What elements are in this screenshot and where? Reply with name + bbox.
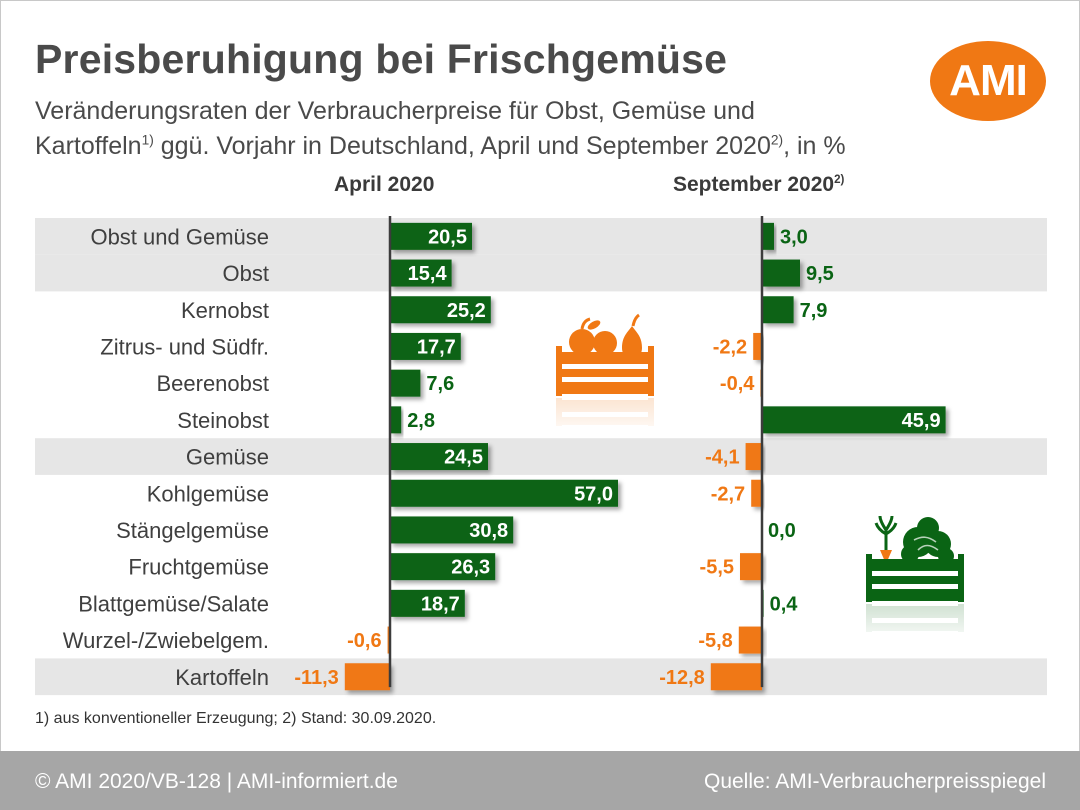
value-label-april: 57,0 xyxy=(574,483,613,505)
bar-april xyxy=(390,479,618,507)
category-label: Obst und Gemüse xyxy=(90,224,269,249)
value-label-september: -5,8 xyxy=(698,630,732,652)
footnote: 1) aus konventioneller Erzeugung; 2) Sta… xyxy=(35,710,437,727)
bar-september xyxy=(762,406,946,434)
bar-april xyxy=(390,259,452,287)
category-label: Kohlgemüse xyxy=(147,481,269,506)
value-label-april: 15,4 xyxy=(408,263,448,285)
category-label: Steinobst xyxy=(177,408,269,433)
value-label-september: 0,0 xyxy=(768,520,796,542)
category-label: Kartoffeln xyxy=(175,665,269,690)
bar-april xyxy=(390,589,465,617)
copyright-text: © AMI 2020/VB-128 | AMI-informiert.de xyxy=(35,770,398,793)
bar-september xyxy=(745,443,762,471)
value-label-september: 0,4 xyxy=(770,593,799,615)
bar-september xyxy=(740,553,762,581)
subtitle-line-2a: Kartoffeln xyxy=(35,132,142,160)
category-label: Stängelgemüse xyxy=(116,518,269,543)
value-label-september: -2,7 xyxy=(711,483,745,505)
april-column-header: April 2020 xyxy=(334,173,434,197)
value-label-april: 20,5 xyxy=(428,226,467,248)
bar-september xyxy=(762,259,800,287)
category-label: Kernobst xyxy=(181,298,269,323)
value-label-september: 45,9 xyxy=(902,410,941,432)
bar-april xyxy=(344,663,390,691)
value-label-april: -0,6 xyxy=(347,630,381,652)
subtitle-sup-1: 1) xyxy=(141,132,154,148)
vegetable-crate-icon xyxy=(864,515,966,644)
chart-subtitle: Veränderungsraten der Verbraucherpreise … xyxy=(35,94,955,164)
bar-april xyxy=(390,369,421,397)
bar-september xyxy=(762,296,794,324)
fruit-crate-icon xyxy=(554,313,656,438)
value-label-april: 25,2 xyxy=(447,300,486,322)
bar-april xyxy=(390,222,472,250)
value-label-april: 26,3 xyxy=(451,557,490,579)
bar-september xyxy=(751,479,762,507)
value-label-september: -5,5 xyxy=(700,557,734,579)
value-label-september: -2,2 xyxy=(713,336,747,358)
value-label-april: 18,7 xyxy=(421,593,460,615)
category-label: Obst xyxy=(223,261,269,286)
subtitle-line-2b: ggü. Vorjahr in Deutschland, April und S… xyxy=(153,132,771,160)
value-label-september: -4,1 xyxy=(705,447,739,469)
row-shade xyxy=(35,254,1047,292)
ami-logo: AMI xyxy=(930,41,1046,121)
row-shade xyxy=(35,658,1047,696)
september-column-header: September 20202) xyxy=(673,173,844,197)
bar-chart: Obst und Gemüse Obst Kernobst Zitrus- und S… xyxy=(35,216,1047,696)
value-label-april: 7,6 xyxy=(426,373,454,395)
chart-title: Preisberuhigung bei Frischgemüse xyxy=(35,36,728,82)
value-label-april: 2,8 xyxy=(407,410,435,432)
september-column-sup: 2) xyxy=(834,174,845,186)
source-text: Quelle: AMI-Verbraucherpreisspiegel xyxy=(703,770,1046,793)
value-label-april: 24,5 xyxy=(444,447,483,469)
bar-september xyxy=(762,222,774,250)
row-shade xyxy=(35,218,1047,255)
bar-september xyxy=(753,332,762,360)
category-label: Fruchtgemüse xyxy=(128,555,269,580)
value-label-september: -12,8 xyxy=(659,667,705,689)
value-label-september: 3,0 xyxy=(780,226,808,248)
value-label-september: -0,4 xyxy=(720,373,755,395)
bar-april xyxy=(390,332,461,360)
category-label: Beerenobst xyxy=(156,371,269,396)
subtitle-sup-2: 2) xyxy=(770,132,784,148)
category-label: Zitrus- und Südfr. xyxy=(100,334,269,359)
september-column-label: September 2020 xyxy=(673,173,835,196)
row-shade xyxy=(35,438,1047,475)
value-label-september: 9,5 xyxy=(806,263,834,285)
category-label: Blattgemüse/Salate xyxy=(78,591,269,616)
bar-april xyxy=(390,516,514,544)
april-column-label: April 2020 xyxy=(334,173,435,196)
category-label: Gemüse xyxy=(186,445,269,470)
value-label-april: -11,3 xyxy=(294,667,338,689)
bar-september xyxy=(738,626,762,654)
category-label: Wurzel-/Zwiebelgem. xyxy=(63,628,269,653)
bar-april xyxy=(390,406,402,434)
bar-april xyxy=(390,443,488,471)
bar-september xyxy=(710,663,762,691)
value-label-september: 7,9 xyxy=(800,300,828,322)
value-label-april: 30,8 xyxy=(469,520,508,542)
bar-april xyxy=(390,553,496,581)
subtitle-line-1: Veränderungsraten der Verbraucherpreise … xyxy=(35,97,755,125)
value-label-april: 17,7 xyxy=(417,336,456,358)
footer-bar: © AMI 2020/VB-128 | AMI-informiert.de Qu… xyxy=(0,751,1080,810)
bar-april xyxy=(390,296,491,324)
subtitle-line-2c: , in % xyxy=(783,132,846,160)
